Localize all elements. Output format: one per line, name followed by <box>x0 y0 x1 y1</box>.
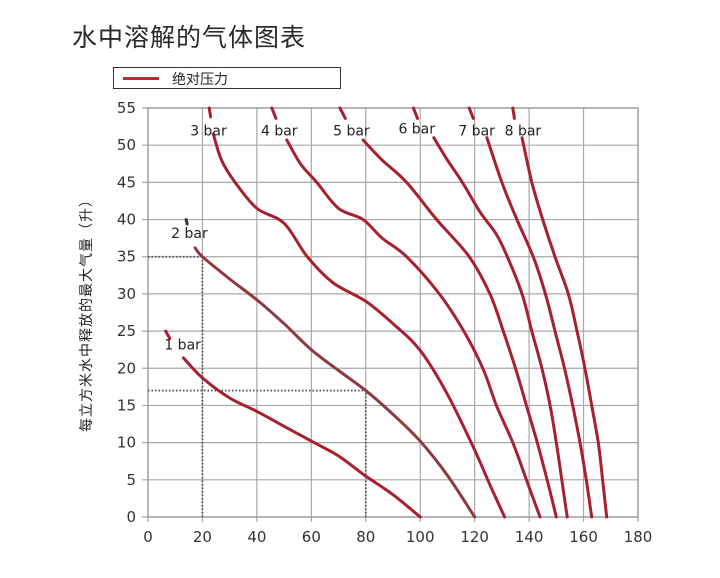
x-tick-label: 140 <box>515 528 544 546</box>
x-tick-label: 40 <box>247 528 266 546</box>
curve-4-bar <box>285 138 542 519</box>
legend-label: 绝对压力 <box>172 72 228 88</box>
y-tick-label: 55 <box>117 99 136 117</box>
x-tick-label: 80 <box>356 528 375 546</box>
x-tick-label: 60 <box>302 528 321 546</box>
curve-1-bar <box>181 356 422 519</box>
curve-label-7-bar: 7 bar <box>458 124 495 140</box>
curve-label-3-bar: 3 bar <box>190 124 227 140</box>
legend: 绝对压力 <box>113 67 341 89</box>
curve-label-1-bar: 1 bar <box>164 338 201 354</box>
curve-stub-7-bar <box>467 106 475 120</box>
chart-title: 水中溶解的气体图表 <box>72 23 307 52</box>
legend-swatch-line <box>123 77 159 80</box>
x-tick-label: 20 <box>193 528 212 546</box>
curve-label-2-bar: 2 bar <box>171 226 208 242</box>
curve-stub-2-bar <box>184 218 189 226</box>
y-tick-label: 30 <box>117 285 136 303</box>
x-tick-label: 160 <box>569 528 598 546</box>
y-tick-label: 25 <box>117 322 136 340</box>
curve-label-4-bar: 4 bar <box>261 124 298 140</box>
curve-8-bar <box>520 136 609 519</box>
axis-tick-labels: 0 20 40 60 80 100 120 140 160 180 0 5 10 15 20 25 30 35 40… <box>117 99 652 546</box>
y-tick-label: 5 <box>126 471 136 489</box>
x-tick-label: 100 <box>406 528 435 546</box>
curve-label-5-bar: 5 bar <box>333 124 370 140</box>
y-tick-label: 15 <box>117 396 136 414</box>
plot-frame <box>147 107 639 518</box>
curve-stub-4-bar <box>270 106 278 120</box>
y-tick-label: 20 <box>117 359 136 377</box>
curve-6-bar <box>432 136 569 519</box>
curve-3-bar <box>211 132 507 519</box>
grid-lines <box>142 107 639 522</box>
curve-stub-1-bar <box>164 329 172 341</box>
y-tick-label: 50 <box>117 136 136 154</box>
reference-dotted-lines <box>148 255 367 517</box>
curve-label-8-bar: 8 bar <box>505 124 542 140</box>
curve-label-6-bar: 6 bar <box>398 121 435 137</box>
curve-stub-5-bar <box>338 106 347 120</box>
x-tick-label: 180 <box>624 528 653 546</box>
y-tick-label: 35 <box>117 248 136 266</box>
curve-stub-6-bar <box>411 106 419 120</box>
curve-stub-8-bar <box>511 106 516 120</box>
curve-7-bar <box>485 136 594 519</box>
y-tick-label: 0 <box>126 508 136 526</box>
y-tick-label: 10 <box>117 434 136 452</box>
curve-2-bar <box>193 246 477 519</box>
curve-5-bar <box>361 138 558 519</box>
y-tick-label: 45 <box>117 173 136 191</box>
pressure-curves <box>164 106 609 519</box>
x-tick-label: 0 <box>143 528 153 546</box>
y-tick-label: 40 <box>117 211 136 229</box>
x-tick-label: 120 <box>460 528 489 546</box>
curve-labels: 1 bar 2 bar 3 bar 4 bar 5 bar 6 bar 7 bar 8 bar <box>164 121 541 353</box>
curve-stub-3-bar <box>207 106 213 119</box>
